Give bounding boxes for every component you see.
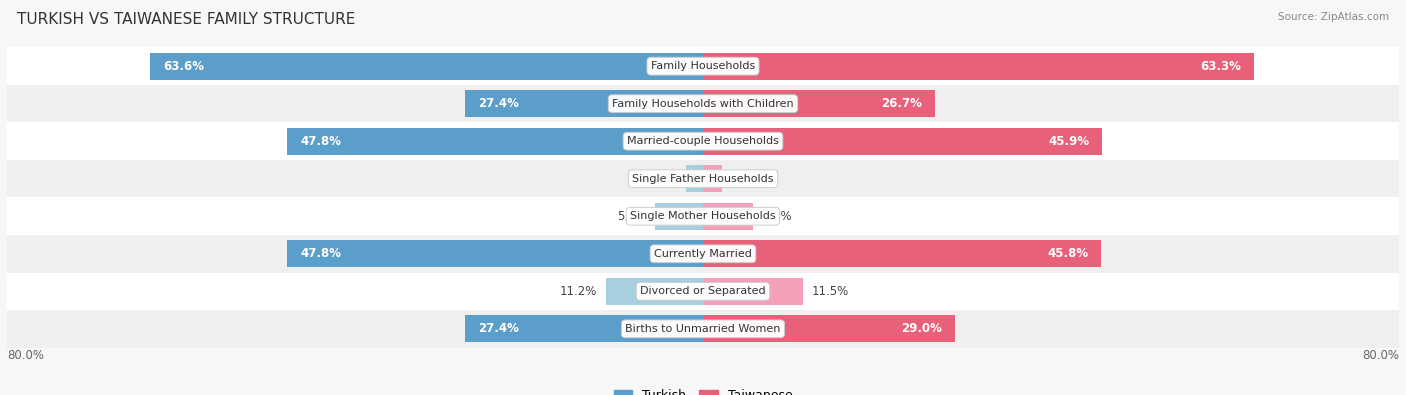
Legend: Turkish, Taiwanese: Turkish, Taiwanese <box>609 384 797 395</box>
Text: 80.0%: 80.0% <box>7 350 44 363</box>
Text: Divorced or Separated: Divorced or Separated <box>640 286 766 296</box>
Text: Family Households with Children: Family Households with Children <box>612 99 794 109</box>
Text: Married-couple Households: Married-couple Households <box>627 136 779 146</box>
Bar <box>703 165 723 192</box>
Bar <box>703 128 1102 155</box>
Text: Source: ZipAtlas.com: Source: ZipAtlas.com <box>1278 12 1389 22</box>
Bar <box>7 160 1399 198</box>
Bar <box>7 198 1399 235</box>
Bar <box>7 122 1399 160</box>
Bar <box>703 278 803 305</box>
Bar <box>7 47 1399 85</box>
Text: Single Mother Households: Single Mother Households <box>630 211 776 221</box>
Text: 80.0%: 80.0% <box>1362 350 1399 363</box>
Bar <box>464 90 703 117</box>
Text: 47.8%: 47.8% <box>301 135 342 148</box>
Text: 63.6%: 63.6% <box>163 60 204 73</box>
Text: Family Households: Family Households <box>651 61 755 71</box>
Text: Births to Unmarried Women: Births to Unmarried Women <box>626 324 780 334</box>
Bar <box>464 315 703 342</box>
Bar <box>703 315 955 342</box>
Text: 5.5%: 5.5% <box>617 210 647 223</box>
Bar <box>703 240 1101 267</box>
Bar <box>287 240 703 267</box>
Text: 26.7%: 26.7% <box>882 97 922 110</box>
Bar <box>703 203 754 230</box>
Bar <box>7 273 1399 310</box>
Text: 47.8%: 47.8% <box>301 247 342 260</box>
Text: 29.0%: 29.0% <box>901 322 942 335</box>
Text: 45.9%: 45.9% <box>1047 135 1090 148</box>
Text: 11.2%: 11.2% <box>560 285 598 298</box>
Bar <box>703 53 1254 80</box>
Text: 5.8%: 5.8% <box>762 210 792 223</box>
Bar <box>655 203 703 230</box>
Bar <box>703 90 935 117</box>
Text: TURKISH VS TAIWANESE FAMILY STRUCTURE: TURKISH VS TAIWANESE FAMILY STRUCTURE <box>17 12 356 27</box>
Bar <box>149 53 703 80</box>
Text: 27.4%: 27.4% <box>478 322 519 335</box>
Bar <box>606 278 703 305</box>
Bar <box>686 165 703 192</box>
Text: 2.2%: 2.2% <box>731 172 761 185</box>
Bar <box>287 128 703 155</box>
Text: 2.0%: 2.0% <box>647 172 676 185</box>
Text: 45.8%: 45.8% <box>1047 247 1088 260</box>
Bar <box>7 310 1399 348</box>
Text: Single Father Households: Single Father Households <box>633 174 773 184</box>
Text: 27.4%: 27.4% <box>478 97 519 110</box>
Text: 63.3%: 63.3% <box>1199 60 1240 73</box>
Bar <box>7 235 1399 273</box>
Bar <box>7 85 1399 122</box>
Text: Currently Married: Currently Married <box>654 249 752 259</box>
Text: 11.5%: 11.5% <box>811 285 849 298</box>
